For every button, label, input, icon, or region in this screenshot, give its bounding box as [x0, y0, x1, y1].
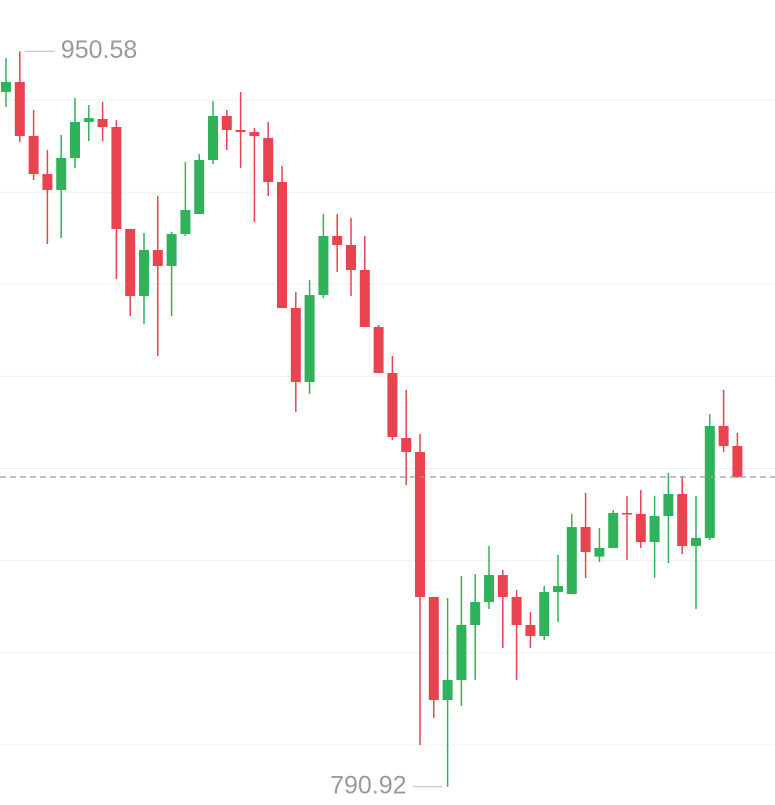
- candle-body: [663, 493, 674, 517]
- candle-body: [263, 138, 274, 183]
- candle-body: [97, 118, 108, 128]
- annotation-label: 790.92: [330, 771, 406, 799]
- candle-body: [594, 547, 605, 557]
- candle-body: [83, 118, 94, 123]
- candle-body: [290, 308, 301, 382]
- candle-body: [304, 295, 315, 382]
- candle-body: [470, 602, 481, 626]
- candle-body: [732, 445, 743, 477]
- candle-body: [28, 135, 39, 175]
- candle-body: [525, 625, 536, 636]
- candle-body: [484, 575, 494, 603]
- candle-body: [456, 625, 467, 681]
- candle-body: [125, 229, 136, 296]
- candle-body: [139, 250, 149, 296]
- candle-body: [635, 514, 646, 542]
- candle-body: [346, 244, 356, 271]
- candle-body: [608, 513, 619, 548]
- candle-body: [428, 597, 439, 701]
- candle-body: [111, 127, 122, 230]
- candle-body: [622, 513, 632, 515]
- candle-body: [718, 425, 729, 446]
- candle-body: [208, 116, 218, 160]
- candle-body: [566, 527, 577, 595]
- candle-body: [359, 270, 370, 327]
- candle-body: [194, 159, 205, 215]
- annotation-label: 950.58: [61, 36, 137, 64]
- candle-body: [553, 586, 563, 593]
- candle-body: [56, 158, 67, 191]
- candle-body: [1, 82, 11, 92]
- candle-body: [677, 493, 688, 547]
- candle-body: [318, 236, 329, 296]
- candle-body: [166, 234, 177, 266]
- candle-body: [580, 527, 591, 552]
- candle-body: [387, 373, 398, 438]
- candle-body: [235, 130, 246, 133]
- candle-body: [70, 122, 80, 159]
- candle-body: [249, 132, 260, 136]
- candle-body: [539, 592, 550, 636]
- candle-body: [415, 452, 425, 598]
- candle-body: [152, 250, 163, 266]
- candle-body: [14, 82, 25, 136]
- candle-body: [649, 516, 660, 542]
- candle-body: [442, 680, 453, 701]
- candle-body: [704, 425, 715, 538]
- candle-body: [497, 575, 508, 598]
- candle-body: [691, 537, 701, 547]
- candle-body: [401, 438, 412, 453]
- candle-body: [42, 174, 53, 191]
- candle-body: [373, 326, 384, 374]
- candle-body: [277, 182, 287, 309]
- candle-body: [221, 116, 232, 131]
- candle-body: [180, 210, 191, 235]
- candle-body: [511, 597, 522, 626]
- candle-body: [332, 236, 343, 245]
